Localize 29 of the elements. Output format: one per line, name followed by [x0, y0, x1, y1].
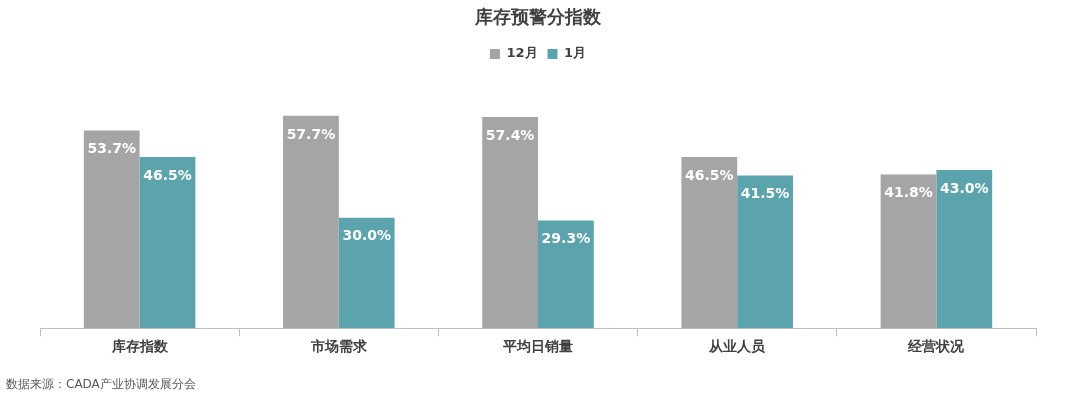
- legend-label: 1月: [564, 45, 587, 61]
- data-label: 46.5%: [685, 166, 734, 183]
- data-label: 46.5%: [143, 166, 192, 183]
- bar: [139, 157, 196, 329]
- data-label: 53.7%: [87, 140, 136, 157]
- bar: [83, 130, 140, 329]
- data-label: 57.7%: [286, 125, 336, 142]
- source-note: 数据来源：CADA产业协调发展分会: [6, 377, 196, 392]
- data-label: 41.5%: [740, 185, 790, 202]
- bar: [538, 220, 594, 329]
- data-label: 41.8%: [884, 184, 933, 201]
- bar: [936, 169, 993, 329]
- data-label: 43.0%: [940, 179, 989, 196]
- bar: [880, 174, 937, 329]
- chart-title: 库存预警分指数: [474, 6, 602, 28]
- data-label: 30.0%: [342, 227, 391, 244]
- x-tick-label: 市场需求: [309, 338, 368, 355]
- x-tick-label: 经营状况: [907, 338, 966, 355]
- legend-label: 12月: [506, 45, 538, 61]
- x-tick-label: 从业人员: [708, 338, 767, 355]
- bar: [283, 115, 339, 329]
- x-tick-label: 平均日销量: [502, 338, 573, 355]
- x-tick-label: 库存指数: [110, 338, 169, 355]
- bar: [482, 116, 538, 329]
- bar: [681, 157, 738, 329]
- bar: [737, 175, 793, 329]
- data-label: 57.4%: [485, 126, 535, 143]
- bar: [338, 217, 395, 329]
- data-label: 29.3%: [541, 230, 591, 247]
